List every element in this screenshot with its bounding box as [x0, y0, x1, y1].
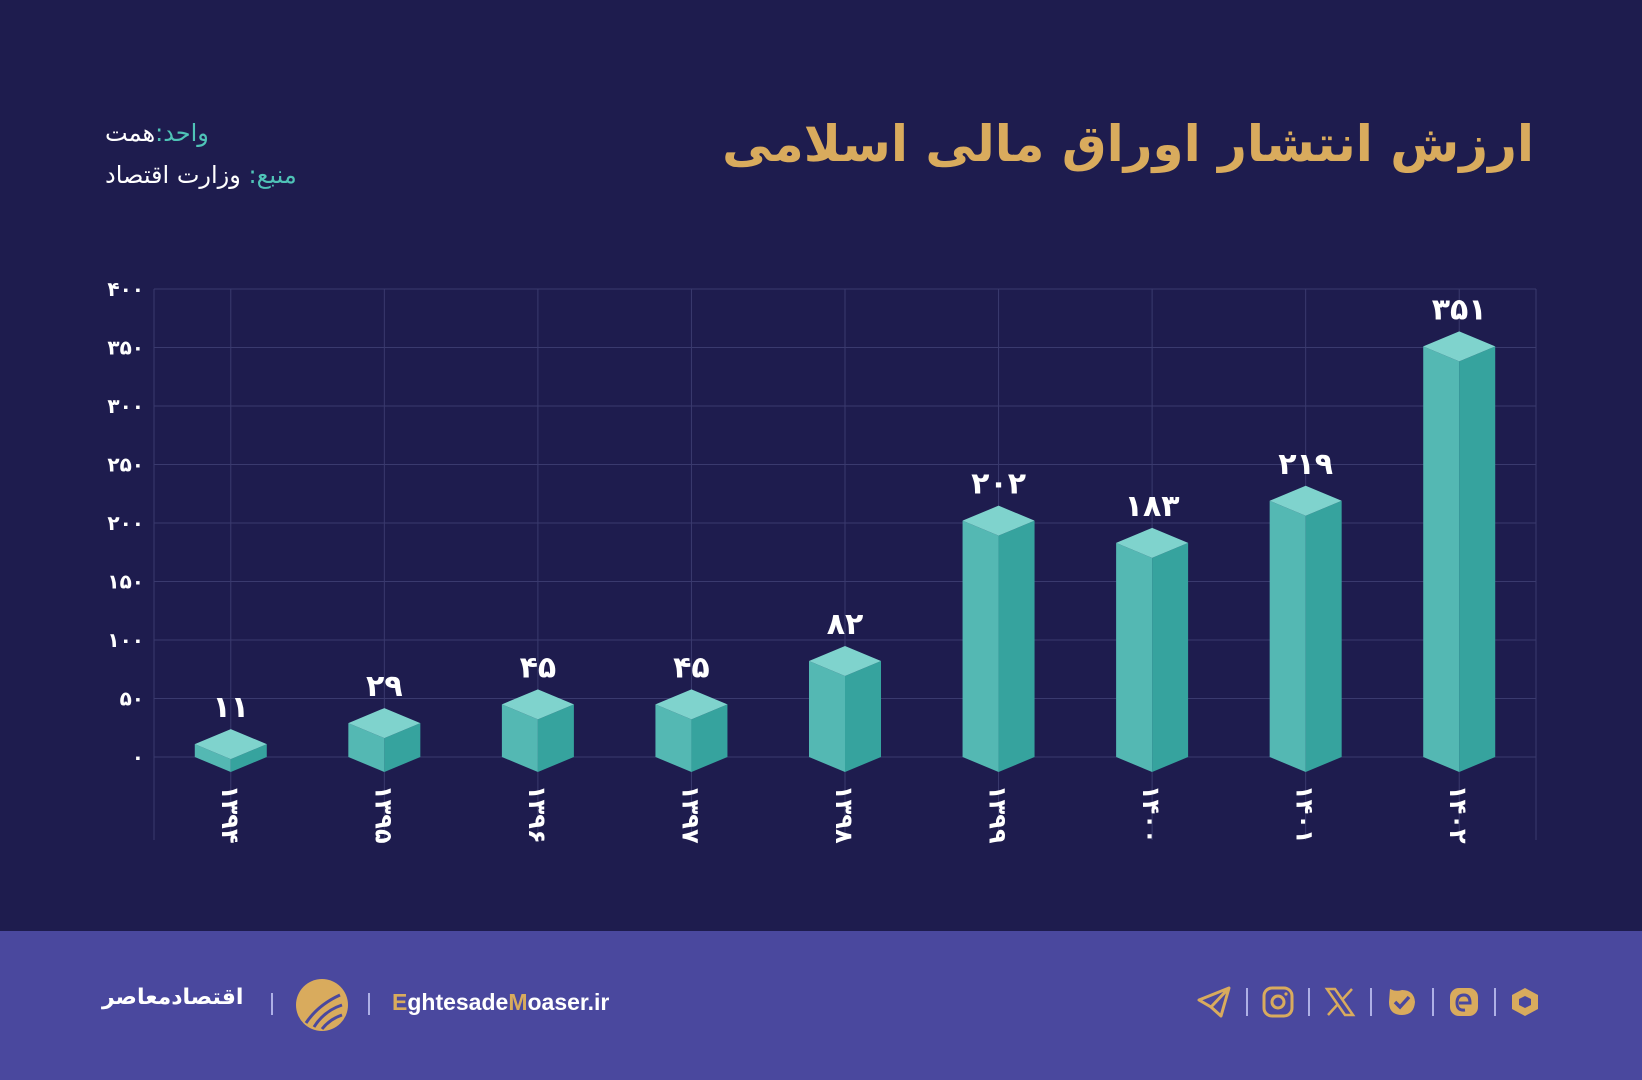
y-tick-label: ۱۵۰: [107, 570, 144, 594]
data-label: ۴۵: [520, 650, 557, 685]
x-tick-label: ۱۳۹۸: [830, 785, 858, 844]
x-tick-label: ۱۳۹۷: [676, 785, 704, 844]
brand-name: اقتصادمعاصر: [102, 985, 244, 1010]
chart-title: ارزش انتشار اوراق مالی اسلامی: [722, 115, 1534, 173]
data-label: ۸۲: [827, 607, 864, 642]
bar-side: [384, 723, 421, 772]
y-tick-label: ۱۰۰: [107, 628, 144, 652]
y-tick-label: ۲۰۰: [107, 511, 144, 535]
footer: اقتصادمعاصر EghtesadeMoaser.ir: [0, 931, 1642, 1080]
y-tick-label: ۲۵۰: [107, 453, 144, 477]
data-label: ۲۱۹: [1278, 447, 1333, 482]
x-tick-label: ۱۳۹۶: [523, 785, 551, 844]
bar-side: [845, 661, 881, 772]
bar-front: [655, 704, 692, 772]
bar-front: [348, 723, 385, 772]
brand-logo: [296, 979, 348, 1031]
x-tick-label: ۱۳۹۴: [216, 785, 244, 844]
hexagon-icon[interactable]: [1510, 986, 1540, 1018]
bar-front: [809, 661, 845, 772]
x-tick-label: ۱۳۹۹: [984, 785, 1012, 844]
bar-side: [998, 520, 1035, 772]
bar-top: [1423, 331, 1496, 362]
data-label: ۱۱: [212, 690, 249, 725]
bar-top: [194, 729, 267, 760]
bar-front: [1423, 346, 1460, 772]
x-icon[interactable]: [1324, 986, 1356, 1018]
telegram-icon[interactable]: [1196, 985, 1232, 1019]
y-tick-label: ۳۵۰: [107, 336, 144, 360]
bar-front: [1116, 542, 1153, 772]
bar-front: [194, 744, 231, 772]
data-label: ۲۰۲: [971, 467, 1026, 502]
bar-front: [501, 704, 538, 772]
source-value: وزارت اقتصاد: [105, 161, 241, 189]
website-link[interactable]: EghtesadeMoaser.ir: [392, 989, 610, 1015]
unit-line: واحد:همت: [105, 112, 297, 154]
bar-side: [537, 704, 574, 772]
bar-top: [1269, 485, 1342, 516]
unit-label: واحد:: [155, 119, 209, 147]
data-label: ۱۸۳: [1125, 489, 1180, 524]
bar-top: [655, 689, 728, 720]
bar-side: [230, 744, 267, 772]
unit-value: همت: [105, 119, 156, 147]
x-tick-label: ۱۴۰۰: [1137, 785, 1165, 844]
data-label: ۲۹: [366, 669, 403, 704]
check-badge-icon[interactable]: [1386, 986, 1418, 1018]
bar-front: [1269, 500, 1306, 772]
bar-side: [1305, 500, 1342, 772]
bar-chart: ۰ ۵۰ ۱۰۰ ۱۵۰ ۲۰۰ ۲۵۰ ۳۰۰ ۳۵۰ ۴۰۰ ۱۱ ۱۳۹۴ ۲۹ ۱۳۹۵ ۴۵ ۱۳…: [107, 277, 1537, 844]
bar-top: [501, 689, 574, 720]
divider: [368, 993, 370, 1015]
bar-side: [691, 704, 728, 772]
x-tick-label: ۱۴۰۱: [1291, 785, 1319, 844]
chart-meta: واحد:همت منبع: وزارت اقتصاد: [105, 112, 297, 196]
x-tick-label: ۱۴۰۲: [1444, 785, 1472, 844]
x-tick-label: ۱۳۹۵: [369, 785, 397, 844]
data-label: ۴۵: [673, 650, 710, 685]
social-icons: [1196, 985, 1540, 1019]
bar-top: [1116, 527, 1189, 558]
bar-side: [1459, 346, 1496, 772]
y-tick-label: ۴۰۰: [107, 277, 144, 301]
instagram-icon[interactable]: [1262, 986, 1294, 1018]
bar-top: [348, 708, 421, 739]
divider: [271, 993, 273, 1015]
bar-top: [962, 505, 1035, 536]
bar-side: [1152, 542, 1189, 772]
bar-top: [809, 646, 881, 677]
y-tick-label: ۰: [132, 745, 144, 769]
source-label: منبع:: [248, 161, 297, 189]
data-label: ۳۵۱: [1432, 292, 1487, 327]
y-tick-label: ۳۰۰: [107, 394, 144, 418]
source-line: منبع: وزارت اقتصاد: [105, 154, 297, 196]
y-tick-label: ۵۰: [120, 687, 144, 711]
e-app-icon[interactable]: [1448, 986, 1480, 1018]
bar-front: [962, 520, 999, 772]
